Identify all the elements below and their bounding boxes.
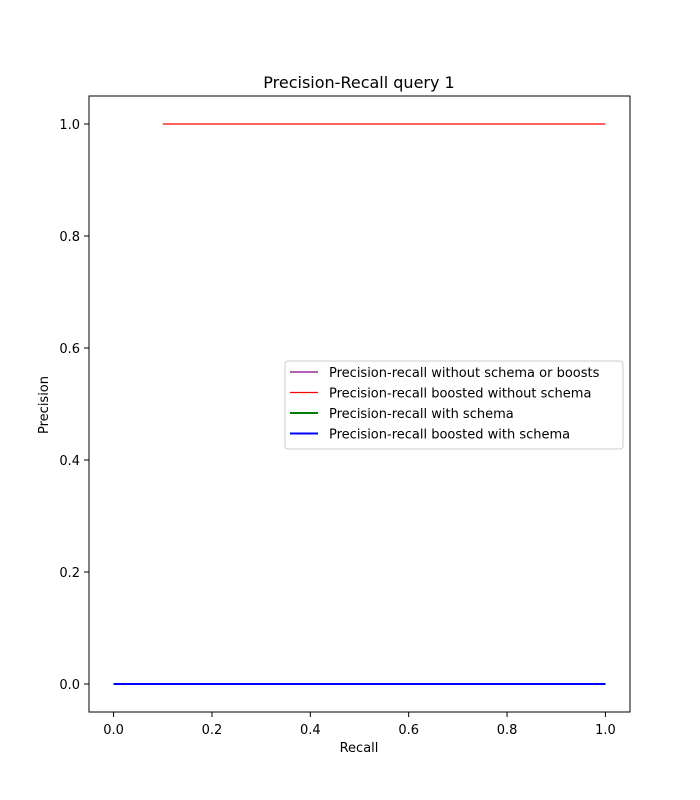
y-tick-label: 0.0 [59,678,80,693]
plot-area [88,95,631,713]
y-tick-label: 0.2 [59,566,80,581]
legend-box [284,360,624,450]
legend-entry: Precision-recall without schema or boost… [329,366,600,381]
y-tick-label: 1.0 [59,118,80,133]
x-tick-label: 1.0 [595,723,616,738]
x-axis: 0.0 0.2 0.4 0.6 0.8 1.0 [103,712,616,738]
chart-title: Precision-Recall query 1 [263,73,454,92]
legend: Precision-recall without schema or boost… [284,360,624,450]
y-axis: 0.0 0.2 0.4 0.6 0.8 1.0 [59,118,89,693]
x-tick-label: 0.0 [103,723,124,738]
y-tick-label: 0.8 [59,230,80,245]
legend-entry: Precision-recall boosted without schema [329,387,591,402]
x-tick-label: 0.6 [398,723,419,738]
y-tick-label: 0.6 [59,342,80,357]
plot-frame [88,95,631,713]
x-tick-label: 0.4 [300,723,321,738]
y-axis-title: Precision [37,376,52,434]
x-axis-title: Recall [340,741,379,756]
legend-entry: Precision-recall with schema [329,407,514,422]
y-tick-label: 0.4 [59,454,80,469]
legend-entry: Precision-recall boosted with schema [329,428,570,443]
x-tick-label: 0.2 [202,723,223,738]
x-tick-label: 0.8 [497,723,518,738]
